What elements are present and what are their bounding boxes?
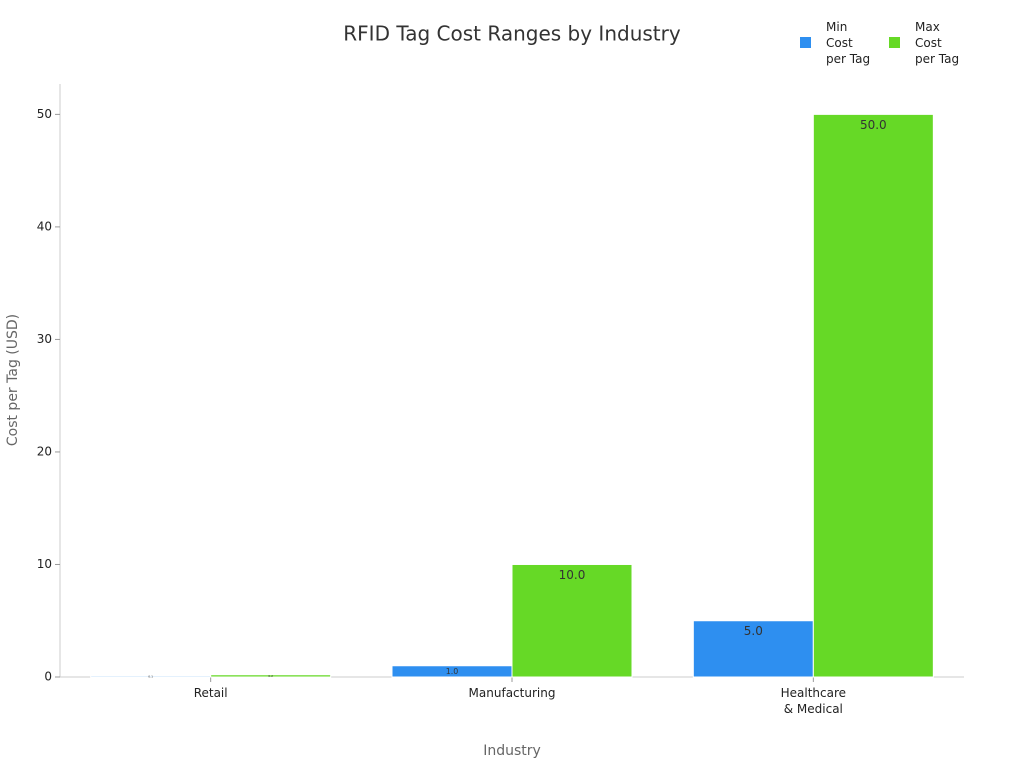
y-tick-label: 10 bbox=[37, 557, 52, 571]
data-label: 50.0 bbox=[860, 118, 887, 132]
bar bbox=[210, 674, 332, 678]
y-tick-label: 40 bbox=[37, 219, 52, 233]
y-tick-label: 50 bbox=[37, 107, 52, 121]
y-tick-label: 30 bbox=[37, 332, 52, 346]
y-axis-label: Cost per Tag (USD) bbox=[5, 314, 21, 446]
x-axis-label: Industry bbox=[483, 743, 541, 759]
legend-label: Max Cost per Tag bbox=[915, 20, 960, 66]
chart-title: RFID Tag Cost Ranges by Industry bbox=[343, 22, 681, 46]
x-tick-label: Manufacturing bbox=[468, 686, 556, 700]
data-label: 0.2 bbox=[268, 674, 273, 678]
legend-swatch bbox=[800, 37, 811, 48]
bar bbox=[692, 620, 814, 678]
x-tick-label: Healthcare & Medical bbox=[780, 686, 847, 716]
y-tick-label: 20 bbox=[37, 444, 52, 458]
data-label: 5.0 bbox=[744, 624, 763, 638]
legend-swatch bbox=[889, 37, 900, 48]
data-label: 0.1 bbox=[148, 674, 153, 678]
data-label: 1.0 bbox=[446, 667, 459, 676]
y-tick-label: 0 bbox=[44, 670, 52, 684]
data-label: 10.0 bbox=[559, 568, 586, 582]
bar bbox=[812, 113, 934, 678]
bar bbox=[511, 563, 633, 678]
x-tick-label: Retail bbox=[193, 686, 228, 700]
legend-label: Min Cost per Tag bbox=[826, 20, 871, 66]
